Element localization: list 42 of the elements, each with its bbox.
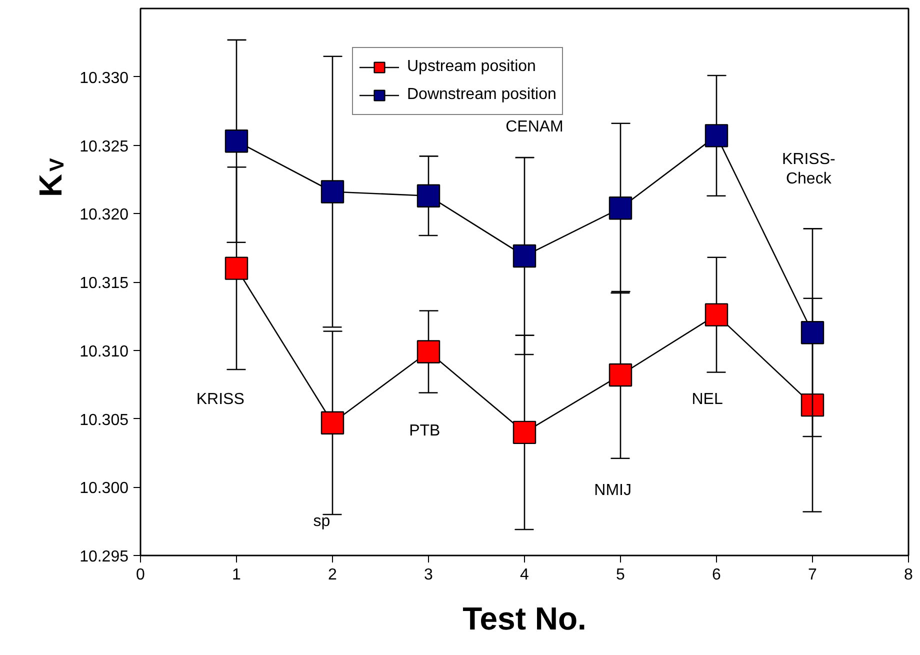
point <box>704 303 728 326</box>
x-tick-label: 7 <box>808 566 818 584</box>
point <box>704 124 728 148</box>
x-tick-label: 5 <box>616 566 626 584</box>
point <box>320 411 344 434</box>
x-tick-label: 1 <box>232 566 242 584</box>
point <box>224 130 248 153</box>
y-axis-title: KV <box>32 158 68 198</box>
point <box>224 256 248 280</box>
annotation: KRISS <box>196 391 244 408</box>
annotation: CENAM <box>506 118 564 136</box>
annotation: NMIJ <box>594 482 632 499</box>
x-tick-label: 8 <box>904 566 914 584</box>
annotation: PTB <box>409 422 440 440</box>
y-tick-label: 10.315 <box>80 275 129 292</box>
x-tick-label: 3 <box>424 566 434 584</box>
annotation: NEL <box>692 391 723 408</box>
y-tick-label: 10.325 <box>80 138 129 156</box>
point <box>416 184 440 208</box>
point <box>608 196 632 220</box>
point <box>512 244 536 268</box>
point <box>416 340 440 364</box>
point <box>320 180 344 204</box>
y-tick-label: 10.305 <box>80 412 129 429</box>
x-tick-label: 6 <box>712 566 722 584</box>
legend-label: Upstream position <box>407 58 536 76</box>
y-tick-label: 10.295 <box>80 548 129 566</box>
y-tick-label: 10.330 <box>80 70 129 87</box>
point <box>608 363 632 387</box>
x-tick-label: 2 <box>328 566 338 584</box>
legend-label: Downstream position <box>407 86 556 104</box>
x-tick-label: 0 <box>136 566 146 584</box>
point <box>800 321 824 344</box>
point <box>512 420 536 444</box>
point <box>800 393 824 417</box>
x-tick-label: 4 <box>520 566 530 584</box>
annotation: KRISS- Check <box>782 151 836 188</box>
y-tick-label: 10.300 <box>80 480 129 498</box>
x-axis-title: Test No. <box>462 600 586 636</box>
annotation: sp <box>313 512 330 530</box>
y-tick-label: 10.320 <box>80 206 129 224</box>
y-tick-label: 10.310 <box>80 343 129 360</box>
